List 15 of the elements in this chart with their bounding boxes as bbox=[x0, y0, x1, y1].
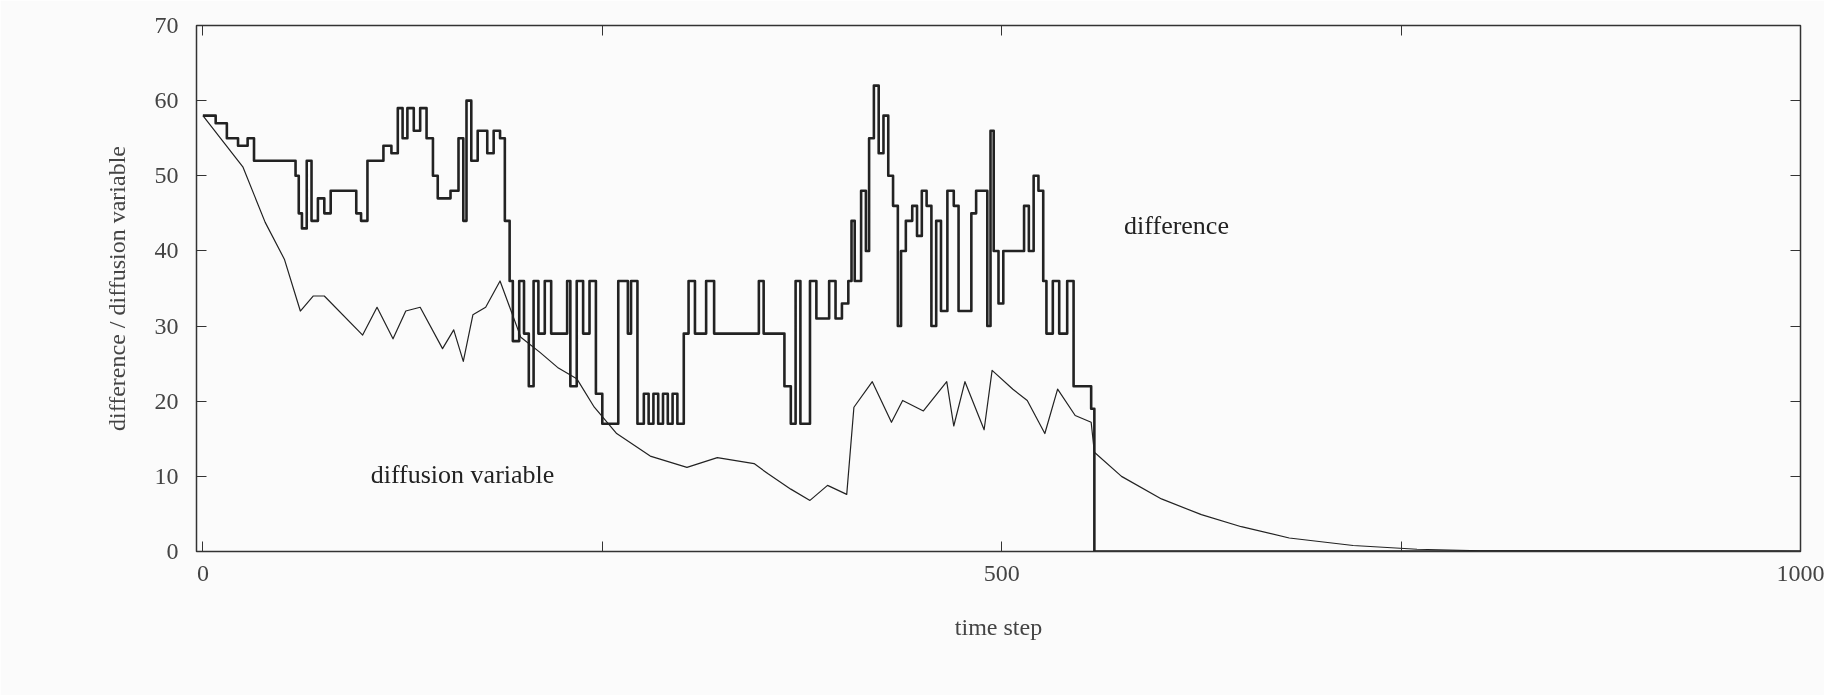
text: difference bbox=[1124, 211, 1229, 240]
x-tick-label: 0 bbox=[196, 559, 209, 586]
y-tick-label: 0 bbox=[166, 538, 179, 564]
text: diffusion variable bbox=[370, 460, 555, 489]
x-axis-title: time step bbox=[954, 613, 1043, 640]
y-tick-label: 40 bbox=[154, 237, 179, 264]
y-tick-label: 50 bbox=[154, 162, 179, 189]
y-tick-label: 60 bbox=[154, 87, 179, 114]
x-tick-label: 500 bbox=[983, 559, 1020, 586]
y-tick-label: 70 bbox=[154, 12, 179, 38]
y-tick-label: 20 bbox=[154, 387, 179, 414]
x-tick-label: 1000 bbox=[1776, 559, 1824, 586]
y-tick-label: 30 bbox=[154, 312, 179, 339]
y-axis-title: difference / diffusion variable bbox=[103, 146, 130, 431]
y-tick-label: 10 bbox=[154, 462, 179, 489]
